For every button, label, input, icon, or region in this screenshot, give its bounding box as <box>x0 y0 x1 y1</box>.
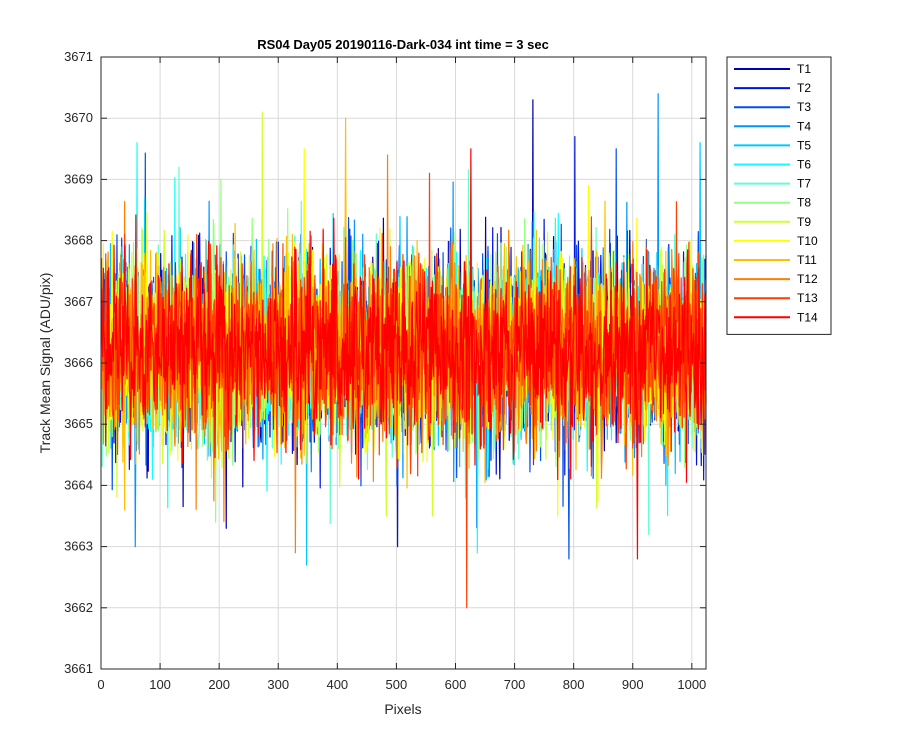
legend-label-T14: T14 <box>797 310 818 324</box>
legend-label-T10: T10 <box>797 234 818 248</box>
chart-title: RS04 Day05 20190116-Dark-034 int time = … <box>257 37 549 52</box>
x-tick-label: 700 <box>504 677 526 692</box>
y-tick-label: 3667 <box>64 294 93 309</box>
y-tick-label: 3668 <box>64 233 93 248</box>
x-tick-label: 900 <box>622 677 644 692</box>
legend: T1 T2 T3 T4 T5 T6 T7 T8 T9 T10 T11 T12 T13 T14 <box>726 56 832 335</box>
y-tick-label: 3664 <box>64 477 93 492</box>
y-tick-label: 3671 <box>64 49 93 64</box>
legend-label-T9: T9 <box>797 215 811 229</box>
y-tick-label: 3665 <box>64 416 93 431</box>
legend-box <box>726 56 832 335</box>
x-tick-label: 800 <box>563 677 585 692</box>
x-axis-ticks: 0 100 200 300 400 500 600 700 800 900 1000 <box>97 57 706 692</box>
y-tick-label: 3662 <box>64 600 93 615</box>
y-tick-label: 3670 <box>64 110 93 125</box>
series-group <box>100 93 707 609</box>
x-tick-label: 1000 <box>677 677 706 692</box>
y-tick-label: 3666 <box>64 355 93 370</box>
legend-label-T4: T4 <box>797 119 811 133</box>
legend-label-T13: T13 <box>797 291 818 305</box>
x-tick-label: 400 <box>326 677 348 692</box>
legend-label-T2: T2 <box>797 81 811 95</box>
y-axis-label: Track Mean Signal (ADU/pix) <box>37 273 53 454</box>
legend-label-T3: T3 <box>797 100 811 114</box>
legend-label-T11: T11 <box>797 253 817 267</box>
y-tick-label: 3669 <box>64 171 93 186</box>
y-tick-label: 3661 <box>64 661 93 676</box>
x-tick-label: 100 <box>149 677 171 692</box>
legend-label-T7: T7 <box>797 177 811 191</box>
x-tick-label: 500 <box>386 677 408 692</box>
x-tick-label: 300 <box>267 677 289 692</box>
x-axis-label: Pixels <box>384 701 421 717</box>
series-line-T14 <box>100 148 707 560</box>
legend-label-T1: T1 <box>797 62 811 76</box>
y-axis-ticks: 3661 3662 3663 3664 3665 3666 3667 3668 3669 3670… <box>64 49 706 676</box>
y-tick-label: 3663 <box>64 539 93 554</box>
legend-label-T12: T12 <box>797 272 818 286</box>
legend-label-T6: T6 <box>797 158 811 172</box>
x-tick-label: 0 <box>97 677 104 692</box>
legend-label-T5: T5 <box>797 138 811 152</box>
legend-label-T8: T8 <box>797 196 811 210</box>
x-tick-label: 600 <box>445 677 467 692</box>
x-tick-label: 200 <box>208 677 230 692</box>
